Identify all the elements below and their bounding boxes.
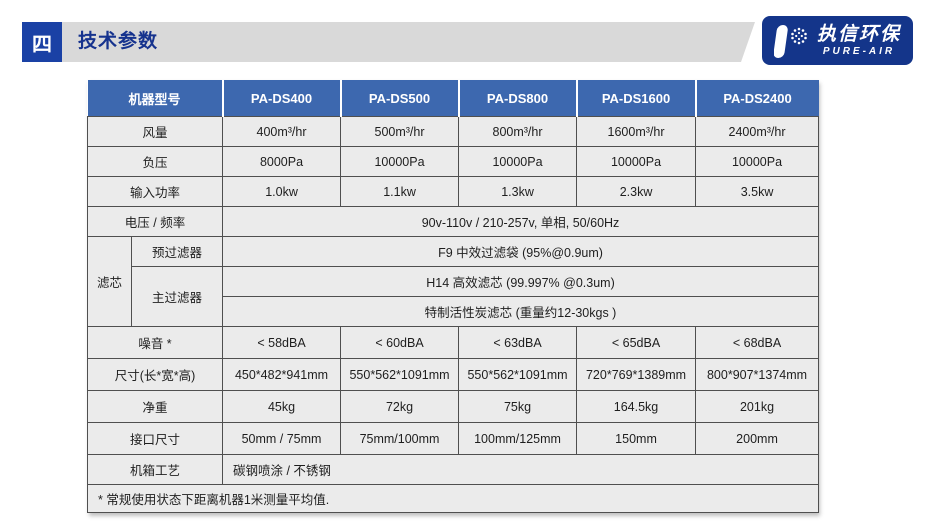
cell-span: F9 中效过滤袋 (95%@0.9um) — [222, 236, 820, 267]
cell: 550*562*1091mm — [340, 358, 460, 391]
header-pa-ds800: PA-DS800 — [457, 80, 577, 117]
cell: 2.3kw — [576, 176, 697, 207]
row-port-size: 接口尺寸 50mm / 75mm 75mm/100mm 100mm/125mm … — [86, 422, 820, 455]
group-label-filter: 滤芯 — [87, 236, 132, 327]
cell: < 60dBA — [340, 326, 460, 359]
row-net-weight: 净重 45kg 72kg 75kg 164.5kg 201kg — [86, 390, 820, 423]
row-negative-pressure: 负压 8000Pa 10000Pa 10000Pa 10000Pa 10000P… — [86, 146, 820, 177]
row-footnote: * 常规使用状态下距离机器1米测量平均值. — [86, 484, 820, 513]
table-footnote: * 常规使用状态下距离机器1米测量平均值. — [86, 484, 820, 513]
row-chassis-finish: 机箱工艺 碳钢喷涂 / 不锈钢 — [86, 454, 820, 485]
brand-name-cn: 执信环保 — [816, 23, 901, 45]
sub-label: 主过滤器 — [130, 266, 224, 327]
cell: 10000Pa — [340, 146, 460, 177]
cell: 1.0kw — [222, 176, 342, 207]
cell: 164.5kg — [576, 390, 697, 423]
row-label: 负压 — [86, 146, 224, 177]
cell: 8000Pa — [222, 146, 342, 177]
cell: 72kg — [340, 390, 460, 423]
cell: 10000Pa — [576, 146, 697, 177]
cell: 200mm — [695, 422, 820, 455]
page-title: 技术参数 — [78, 31, 159, 52]
cell: 800m³/hr — [458, 116, 578, 147]
header-pa-ds500: PA-DS500 — [339, 80, 459, 117]
cell: 450*482*941mm — [222, 358, 342, 391]
brand-text: 执信环保 PURE-AIR — [817, 25, 901, 57]
row-noise: 噪音 * < 58dBA < 60dBA < 63dBA < 65dBA < 6… — [86, 326, 820, 359]
cell: < 58dBA — [222, 326, 342, 359]
cell: 3.5kw — [695, 176, 820, 207]
header-pa-ds1600: PA-DS1600 — [575, 80, 696, 117]
section-number-badge: 四 — [22, 22, 62, 62]
row-airflow: 风量 400m³/hr 500m³/hr 800m³/hr 1600m³/hr … — [86, 116, 820, 147]
pureair-logo-icon — [773, 24, 807, 58]
section-header-band — [22, 22, 755, 62]
cell-span: 90v-110v / 210-257v, 单相, 50/60Hz — [222, 206, 820, 237]
cell: < 63dBA — [458, 326, 578, 359]
cell: 45kg — [222, 390, 342, 423]
cell: 720*769*1389mm — [576, 358, 697, 391]
table-header-row: 机器型号 PA-DS400 PA-DS500 PA-DS800 PA-DS160… — [87, 80, 819, 117]
cell-span: 特制活性炭滤芯 (重量约12-30kgs ) — [222, 296, 820, 327]
cell: 400m³/hr — [222, 116, 342, 147]
cell: 100mm/125mm — [458, 422, 578, 455]
cell: 1.3kw — [458, 176, 578, 207]
header-pa-ds2400: PA-DS2400 — [694, 80, 819, 117]
brand-name-en: PURE-AIR — [822, 45, 896, 57]
row-voltage-frequency: 电压 / 频率 90v-110v / 210-257v, 单相, 50/60Hz — [86, 206, 820, 237]
cell: 500m³/hr — [340, 116, 460, 147]
row-main-filter-carbon: 特制活性炭滤芯 (重量约12-30kgs ) — [88, 296, 820, 327]
header-pa-ds400: PA-DS400 — [221, 80, 341, 117]
cell: 201kg — [695, 390, 820, 423]
cell: 10000Pa — [695, 146, 820, 177]
cell: 75kg — [458, 390, 578, 423]
cell: < 65dBA — [576, 326, 697, 359]
spec-table-wrap: 机器型号 PA-DS400 PA-DS500 PA-DS800 PA-DS160… — [86, 80, 820, 513]
cell: 550*562*1091mm — [458, 358, 578, 391]
cell: 1600m³/hr — [576, 116, 697, 147]
cell-span: H14 高效滤芯 (99.997% @0.3um) — [222, 266, 820, 297]
row-label: 净重 — [86, 390, 224, 423]
row-label: 输入功率 — [86, 176, 224, 207]
cell: 150mm — [576, 422, 697, 455]
cell: 800*907*1374mm — [695, 358, 820, 391]
header-model: 机器型号 — [87, 80, 223, 117]
row-label: 电压 / 频率 — [86, 206, 224, 237]
row-label: 机箱工艺 — [86, 454, 224, 485]
sub-label: 预过滤器 — [130, 236, 224, 267]
row-label: 风量 — [86, 116, 224, 147]
row-label: 噪音 * — [86, 326, 224, 359]
row-input-power: 输入功率 1.0kw 1.1kw 1.3kw 2.3kw 3.5kw — [86, 176, 820, 207]
section-number: 四 — [32, 33, 52, 56]
cell: 1.1kw — [340, 176, 460, 207]
cell: 75mm/100mm — [340, 422, 460, 455]
cell: < 68dBA — [695, 326, 820, 359]
row-label: 接口尺寸 — [86, 422, 224, 455]
cell: 10000Pa — [458, 146, 578, 177]
row-dimensions: 尺寸(长*宽*高) 450*482*941mm 550*562*1091mm 5… — [86, 358, 820, 391]
cell: 2400m³/hr — [695, 116, 820, 147]
row-main-filter-hepa: 主过滤器 H14 高效滤芯 (99.997% @0.3um) — [88, 266, 820, 327]
row-label: 尺寸(长*宽*高) — [86, 358, 224, 391]
spec-table: 机器型号 PA-DS400 PA-DS500 PA-DS800 PA-DS160… — [86, 80, 820, 513]
cell-span: 碳钢喷涂 / 不锈钢 — [222, 454, 820, 485]
cell: 50mm / 75mm — [222, 422, 342, 455]
row-pre-filter: 滤芯 预过滤器 F9 中效过滤袋 (95%@0.9um) — [87, 236, 820, 327]
brand-logo: 执信环保 PURE-AIR — [762, 16, 913, 65]
